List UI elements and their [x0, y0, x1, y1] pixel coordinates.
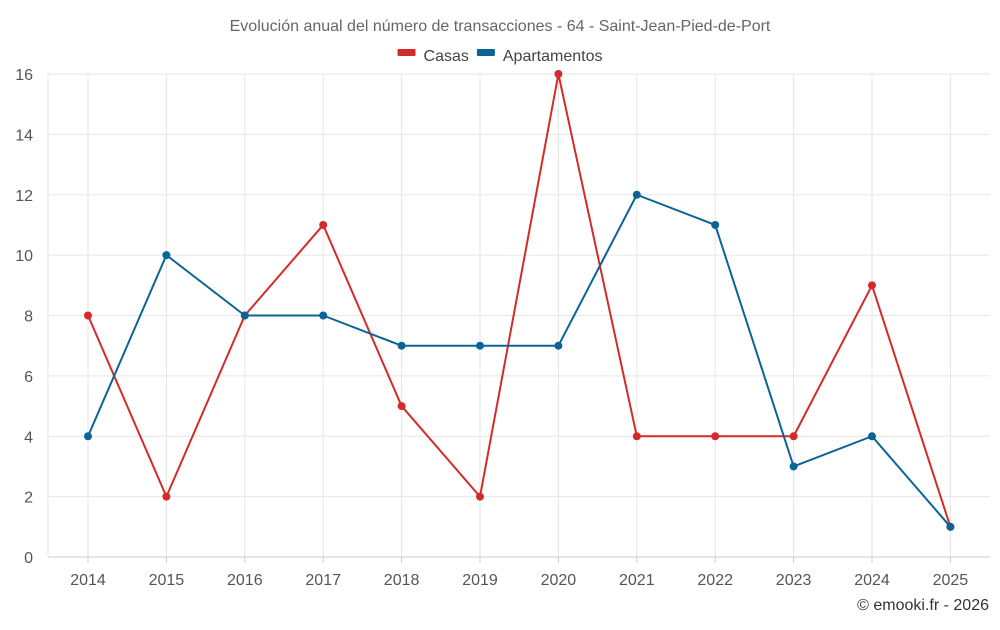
- data-point-apartamentos[interactable]: [868, 432, 876, 441]
- data-point-casas[interactable]: [554, 70, 563, 78]
- data-point-casas[interactable]: [476, 492, 484, 501]
- x-tick-label: 2025: [933, 572, 969, 589]
- chart-title: Evolución anual del número de transaccio…: [230, 18, 771, 35]
- x-tick-label: 2023: [776, 572, 812, 589]
- data-point-casas[interactable]: [711, 432, 720, 441]
- x-tick-label: 2016: [227, 572, 263, 589]
- data-point-casas[interactable]: [162, 492, 171, 501]
- legend-item-casas[interactable]: Casas: [397, 48, 469, 65]
- data-point-apartamentos[interactable]: [711, 220, 720, 229]
- data-point-apartamentos[interactable]: [319, 311, 328, 320]
- data-point-casas[interactable]: [632, 432, 641, 441]
- x-tick-label: 2020: [541, 572, 577, 589]
- data-point-apartamentos[interactable]: [162, 251, 171, 260]
- data-point-casas[interactable]: [84, 311, 92, 320]
- legend-label: Apartamentos: [503, 48, 603, 65]
- series-line-apartamentos: [87, 193, 952, 528]
- data-point-apartamentos[interactable]: [240, 311, 249, 320]
- legend-swatch: [476, 49, 495, 56]
- y-tick-label: 6: [24, 369, 33, 386]
- series: [84, 70, 955, 531]
- y-tick-label: 10: [15, 248, 33, 265]
- data-point-casas[interactable]: [397, 402, 406, 411]
- data-point-casas[interactable]: [868, 281, 876, 290]
- data-point-apartamentos[interactable]: [476, 341, 484, 350]
- x-tick-label: 2022: [697, 572, 733, 589]
- axes: 0 2 4 6 8 10 12 14 16 2014 2015 2016 2017 2018 2019 202…: [15, 67, 990, 589]
- x-tick-label: 2021: [619, 572, 655, 589]
- x-tick-label: 2024: [854, 572, 890, 589]
- y-tick-label: 4: [24, 429, 33, 446]
- y-tick-label: 0: [24, 550, 33, 567]
- data-point-casas[interactable]: [319, 220, 328, 229]
- data-point-apartamentos[interactable]: [554, 341, 563, 350]
- data-point-casas[interactable]: [789, 432, 798, 441]
- y-tick-label: 2: [24, 490, 33, 507]
- y-tick-label: 16: [15, 67, 33, 84]
- legend[interactable]: Casas Apartamentos: [397, 48, 603, 65]
- legend-swatch: [397, 49, 416, 56]
- data-point-apartamentos[interactable]: [789, 462, 798, 471]
- grid: [47, 73, 990, 557]
- data-point-apartamentos[interactable]: [632, 190, 641, 199]
- x-tick-label: 2018: [384, 572, 420, 589]
- credit-text: © emooki.fr - 2026: [857, 597, 989, 614]
- x-tick-label: 2017: [305, 572, 341, 589]
- series-apartamentos: [84, 190, 955, 531]
- y-tick-label: 12: [15, 188, 33, 205]
- legend-label: Casas: [424, 48, 469, 65]
- data-point-apartamentos[interactable]: [397, 341, 406, 350]
- x-tick-label: 2014: [70, 572, 106, 589]
- y-tick-label: 14: [15, 127, 33, 144]
- series-line-casas: [87, 73, 952, 528]
- y-tick-label: 8: [24, 309, 33, 326]
- x-tick-label: 2015: [149, 572, 185, 589]
- legend-item-apartamentos[interactable]: Apartamentos: [476, 48, 603, 65]
- data-point-apartamentos[interactable]: [84, 432, 92, 441]
- data-point-apartamentos[interactable]: [946, 522, 955, 531]
- series-casas: [84, 70, 955, 531]
- x-tick-label: 2019: [462, 572, 498, 589]
